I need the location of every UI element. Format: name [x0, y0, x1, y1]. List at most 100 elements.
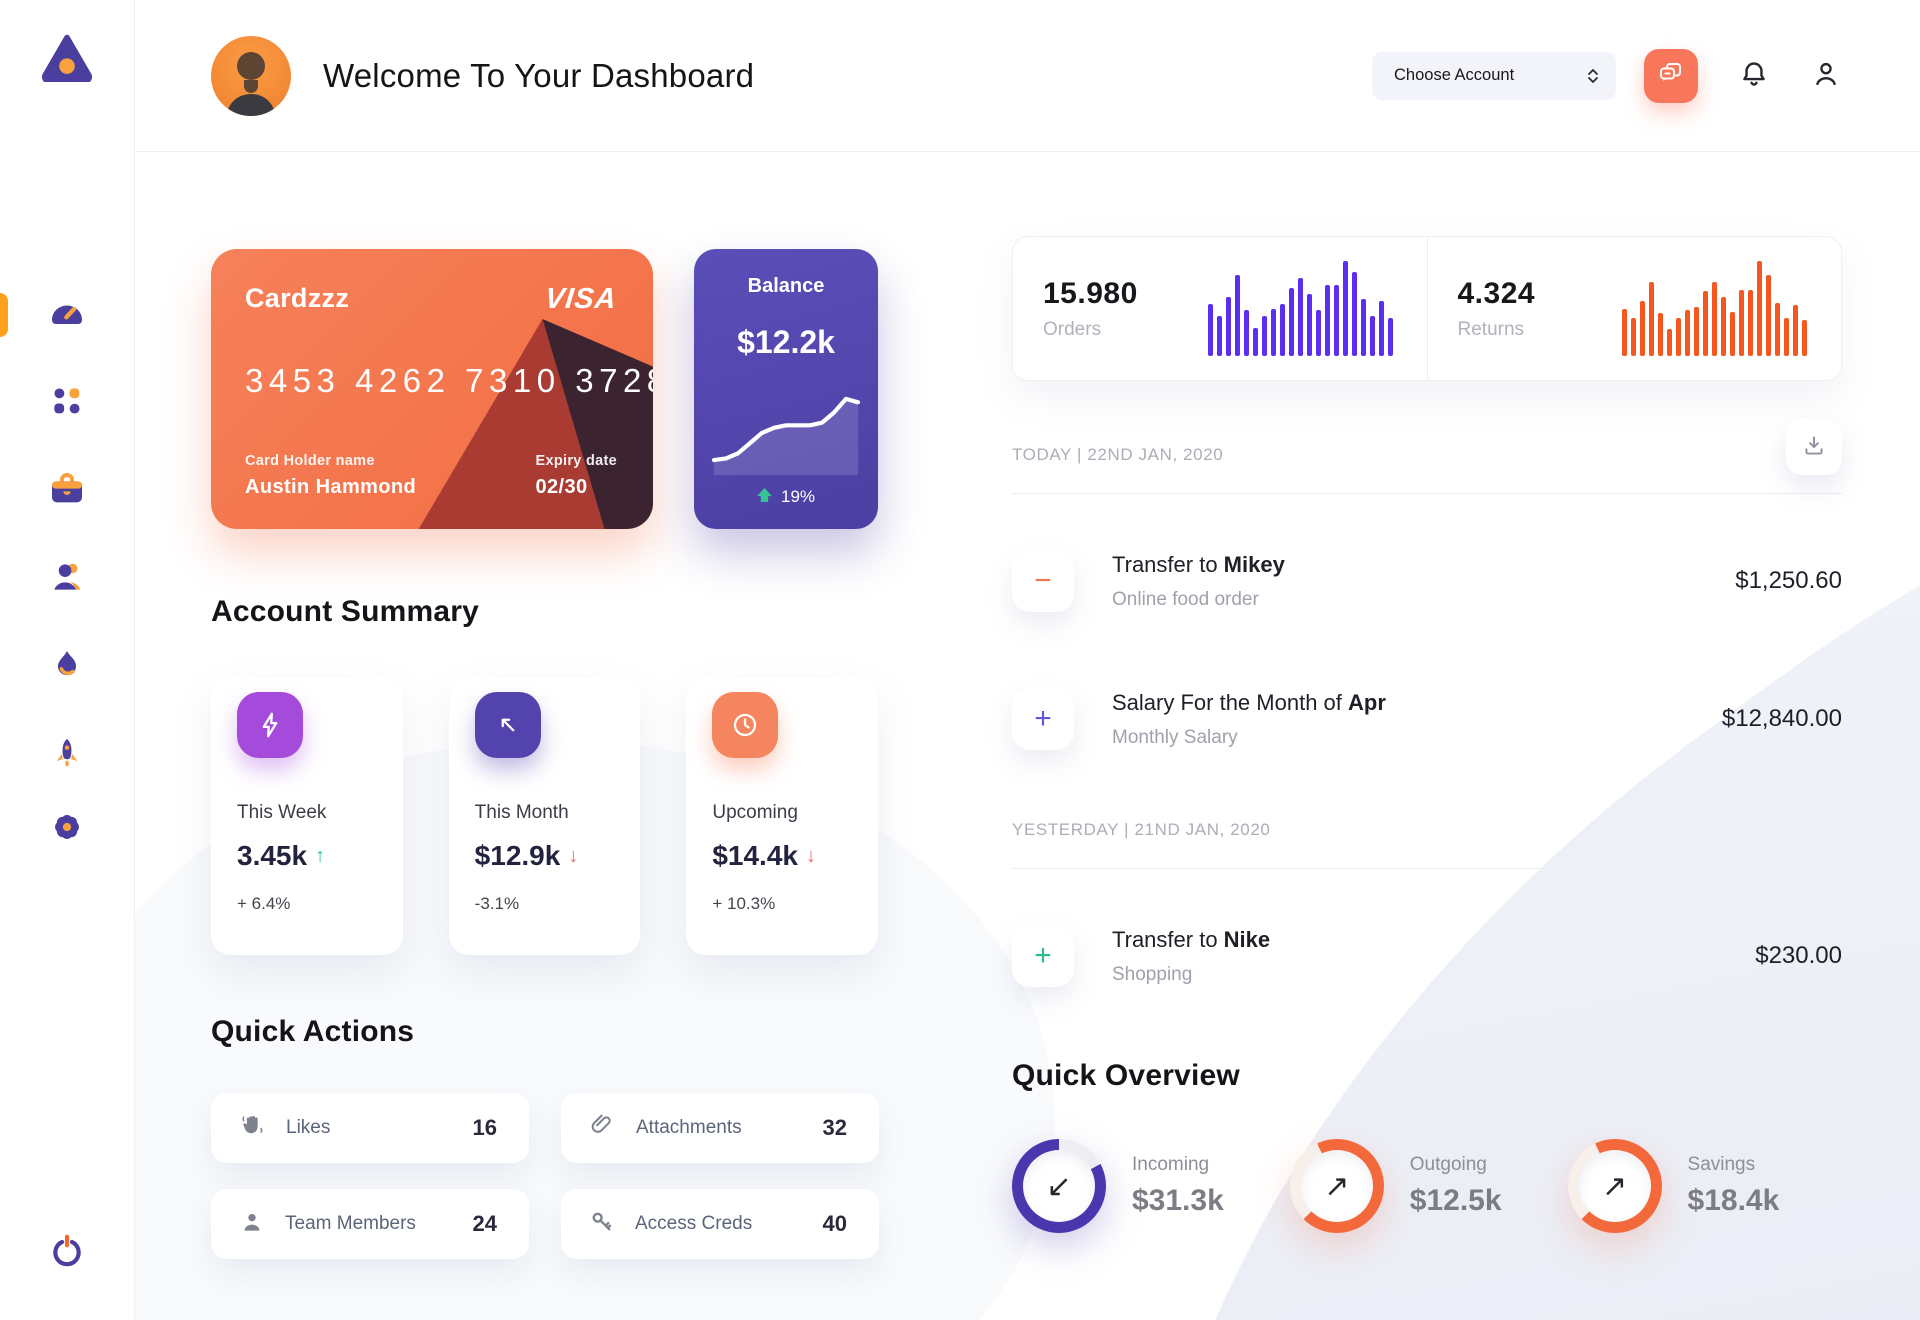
divider — [1012, 868, 1842, 869]
overview-value: $31.3k — [1132, 1184, 1224, 1217]
download-button[interactable] — [1786, 419, 1842, 475]
overview-label: Incoming — [1132, 1154, 1210, 1175]
transaction-amount: $12,840.00 — [1721, 705, 1842, 732]
download-icon — [1801, 433, 1827, 462]
divider — [1012, 493, 1842, 494]
user-icon — [1810, 58, 1842, 93]
summary-label: Upcoming — [712, 802, 798, 823]
orders-returns-card: 15.980 Orders 4.324 Returns — [1012, 236, 1842, 381]
summary-card-upcoming: Upcoming $14.4k ↓ + 10.3% — [686, 677, 879, 955]
transaction-subtitle: Monthly Salary — [1112, 726, 1238, 748]
transaction-row-nike[interactable]: + Transfer to Nike Shopping $230.00 — [1012, 925, 1842, 987]
action-card-likes[interactable]: Likes 16 — [211, 1093, 529, 1163]
transaction-row-mikey[interactable]: − Transfer to Mikey Online food order $1… — [1012, 550, 1842, 612]
page-title: Welcome To Your Dashboard — [323, 56, 755, 94]
orders-value: 15.980 — [1043, 276, 1138, 310]
account-summary-heading: Account Summary — [211, 595, 480, 628]
profile-button[interactable] — [1810, 58, 1842, 93]
rocket-icon — [49, 735, 85, 776]
card-expiry-value: 02/30 — [535, 476, 588, 498]
action-label: Access Creds — [635, 1213, 753, 1234]
summary-delta: + 10.3% — [712, 894, 776, 913]
returns-bar-chart — [1622, 261, 1807, 356]
sidebar-item-logout[interactable] — [0, 1231, 134, 1276]
action-count: 40 — [822, 1211, 847, 1236]
overview-outgoing: ↗ Outgoing $12.5k — [1289, 1139, 1502, 1233]
savings-gauge: ↗ — [1567, 1139, 1662, 1233]
orders-bar-chart — [1207, 261, 1393, 356]
sidebar-nav — [0, 292, 134, 880]
action-label: Likes — [286, 1117, 331, 1138]
bank-card: Cardzzz VISA 3453 4262 7310 3728 Card Ho… — [211, 249, 653, 529]
chat-icon — [1657, 60, 1685, 91]
transaction-row-salary[interactable]: + Salary For the Month of Apr Monthly Sa… — [1012, 688, 1842, 750]
sidebar-item-team[interactable] — [0, 556, 134, 602]
date-group-label: YESTERDAY | 21ND JAN, 2020 — [1012, 820, 1271, 839]
topbar-actions: Choose Account — [1372, 48, 1842, 103]
arrow-up-right-icon: ↗ — [1324, 1169, 1350, 1203]
summary-delta: -3.1% — [474, 894, 520, 913]
action-label: Team Members — [285, 1213, 416, 1234]
overview-value: $12.5k — [1409, 1184, 1502, 1217]
power-icon — [47, 1231, 87, 1276]
choose-account-select[interactable]: Choose Account — [1372, 51, 1616, 100]
bell-icon — [1738, 58, 1770, 93]
orders-stat: 15.980 Orders — [1013, 237, 1427, 380]
app-logo — [41, 34, 93, 87]
visa-logo: VISA — [543, 283, 619, 315]
transactions-section: TODAY | 22ND JAN, 2020 − Transfer to Mik… — [1012, 419, 1842, 987]
transaction-subtitle: Online food order — [1112, 588, 1259, 610]
cards-row: Cardzzz VISA 3453 4262 7310 3728 Card Ho… — [211, 249, 878, 529]
chat-button[interactable] — [1644, 48, 1698, 103]
balance-card: Balance $12.2k 19% — [694, 249, 878, 529]
overview-value: $18.4k — [1687, 1184, 1780, 1217]
overview-incoming: ↙ Incoming $31.3k — [1012, 1139, 1224, 1233]
gauge-icon — [47, 293, 87, 338]
topbar: Welcome To Your Dashboard Choose Account — [135, 0, 1920, 152]
sidebar-item-work[interactable] — [0, 468, 134, 514]
sidebar-item-apps[interactable] — [0, 380, 134, 426]
transaction-amount: $230.00 — [1755, 942, 1842, 969]
transaction-amount: $1,250.60 — [1735, 567, 1842, 594]
action-card-access-creds[interactable]: Access Creds 40 — [561, 1189, 879, 1259]
summary-value: $14.4k — [712, 840, 798, 871]
action-count: 32 — [822, 1115, 847, 1140]
quick-actions-grid: Likes 16 Attachments 32 — [211, 1093, 879, 1259]
returns-stat: 4.324 Returns — [1426, 237, 1842, 380]
trend-arrow-icon — [474, 692, 541, 758]
apps-grid-icon — [48, 382, 86, 425]
user-avatar[interactable] — [211, 35, 291, 116]
sidebar-item-launch[interactable] — [0, 732, 134, 778]
returns-label: Returns — [1457, 318, 1525, 340]
content: Cardzzz VISA 3453 4262 7310 3728 Card Ho… — [135, 152, 1920, 1259]
sidebar-item-settings[interactable] — [0, 806, 134, 852]
trend-down-icon: ↓ — [805, 844, 816, 867]
sidebar-item-activity[interactable] — [0, 644, 134, 690]
card-name: Cardzzz — [245, 283, 350, 313]
clock-icon — [712, 692, 779, 758]
transaction-title: Salary For the Month of — [1112, 689, 1348, 715]
returns-value: 4.324 — [1457, 276, 1536, 310]
balance-sparkline — [711, 396, 861, 475]
action-card-team-members[interactable]: Team Members 24 — [211, 1189, 529, 1259]
sidebar-item-dashboard[interactable] — [0, 292, 134, 338]
action-card-attachments[interactable]: Attachments 32 — [561, 1093, 879, 1163]
overview-savings: ↗ Savings $18.4k — [1567, 1139, 1780, 1233]
left-column: Cardzzz VISA 3453 4262 7310 3728 Card Ho… — [211, 249, 879, 1259]
paperclip-icon — [589, 1112, 616, 1144]
orders-label: Orders — [1043, 318, 1102, 340]
date-group-label: TODAY | 22ND JAN, 2020 — [1012, 445, 1224, 464]
arrow-down-left-icon: ↙ — [1046, 1169, 1072, 1203]
transaction-title-bold: Mikey — [1223, 551, 1285, 577]
transaction-plus-icon: + — [1012, 688, 1074, 750]
summary-delta: + 6.4% — [237, 894, 291, 913]
right-column: 15.980 Orders 4.324 Returns — [1012, 236, 1842, 1259]
overview-label: Savings — [1687, 1154, 1756, 1175]
incoming-gauge: ↙ — [1012, 1139, 1106, 1233]
summary-card-this-month: This Month $12.9k ↓ -3.1% — [448, 677, 641, 955]
arrow-up-green-icon — [756, 487, 772, 507]
chevron-up-down-icon — [1588, 68, 1598, 83]
notifications-button[interactable] — [1738, 58, 1770, 93]
person-icon — [239, 1209, 265, 1240]
